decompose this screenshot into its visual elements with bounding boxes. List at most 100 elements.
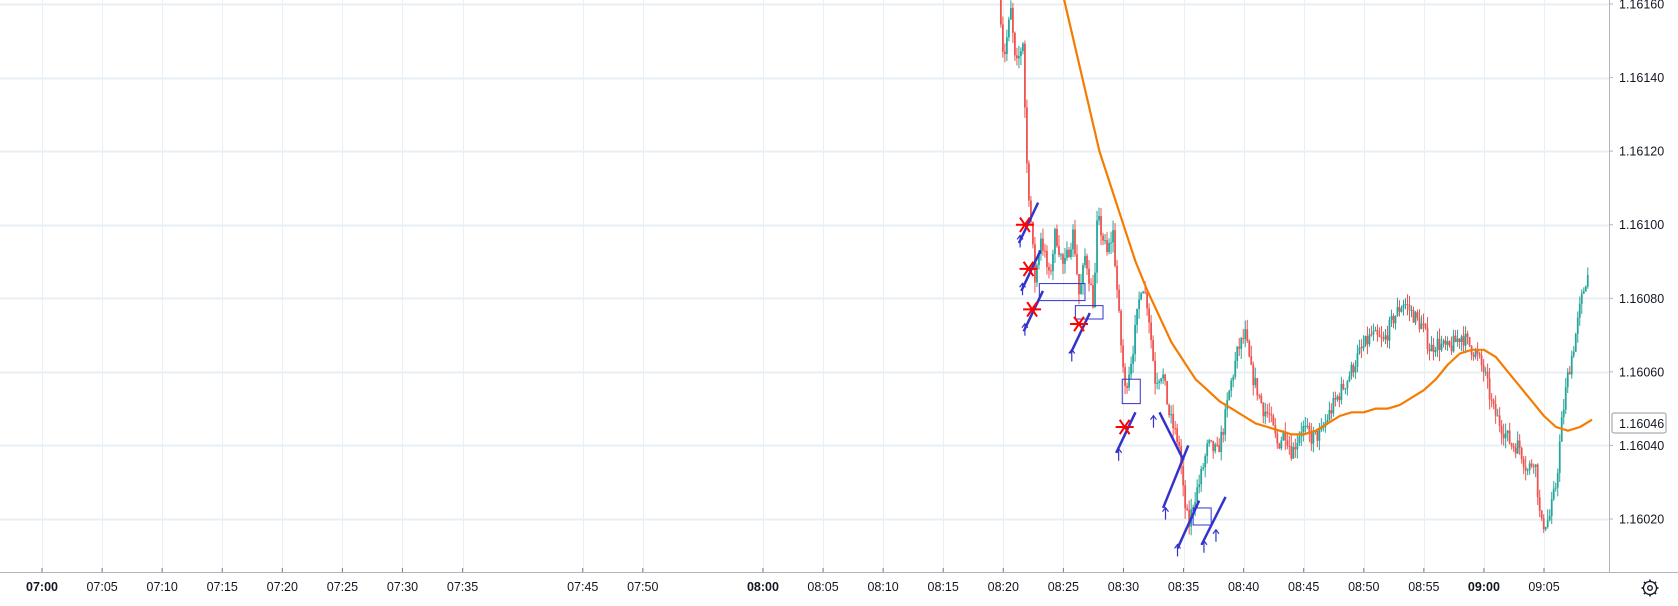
arrow-up-icon[interactable] — [1115, 447, 1123, 461]
trend-line-marker[interactable] — [1176, 500, 1201, 549]
candle — [1240, 336, 1243, 359]
candle — [1068, 247, 1070, 258]
candle — [1007, 16, 1010, 42]
arrow-up-icon[interactable] — [1016, 234, 1024, 248]
candle — [1092, 274, 1094, 309]
candle — [1564, 377, 1567, 415]
candle — [1376, 324, 1379, 342]
candle — [1250, 345, 1253, 366]
cross-marker-icon[interactable] — [1015, 216, 1034, 233]
candle — [1252, 361, 1255, 396]
candle — [1234, 351, 1237, 380]
candle — [1520, 446, 1523, 464]
candle — [1522, 456, 1525, 475]
candle — [1350, 361, 1353, 380]
candle — [1456, 329, 1459, 347]
candle — [1236, 346, 1239, 369]
trend-line-marker[interactable] — [1158, 411, 1185, 461]
x-tick-label: 07:35 — [447, 580, 478, 594]
candle — [1342, 379, 1345, 391]
candle — [1062, 252, 1064, 275]
candle — [1214, 442, 1217, 454]
candle — [1228, 389, 1231, 401]
trend-line-marker[interactable] — [1161, 444, 1190, 509]
arrow-up-icon[interactable] — [1021, 322, 1029, 336]
cross-marker-icon[interactable] — [1019, 261, 1038, 277]
candle — [1074, 219, 1076, 257]
candle — [1334, 391, 1337, 407]
cross-marker-icon[interactable] — [1115, 419, 1134, 435]
candle — [1524, 456, 1527, 481]
drawing-overlays — [1015, 202, 1227, 557]
arrow-up-icon[interactable] — [1200, 539, 1208, 553]
candle — [1554, 482, 1557, 492]
candle — [1256, 377, 1259, 401]
candle — [1090, 278, 1092, 286]
candle — [1100, 208, 1102, 246]
candle — [1484, 367, 1487, 376]
cross-marker-icon[interactable] — [1023, 301, 1042, 318]
candle — [1398, 300, 1401, 317]
candle — [1338, 392, 1341, 408]
candle — [1442, 338, 1445, 348]
candle — [1284, 422, 1287, 450]
x-tick-label: 08:20 — [988, 580, 1019, 594]
arrow-up-icon[interactable] — [1068, 348, 1076, 362]
rectangle-marker[interactable] — [1121, 378, 1141, 405]
candle — [1460, 334, 1463, 352]
candle — [1176, 423, 1179, 448]
candle — [1432, 337, 1435, 361]
arrow-up-icon[interactable] — [1149, 414, 1157, 428]
candle — [1142, 290, 1144, 294]
arrow-up-icon[interactable] — [1162, 506, 1169, 520]
candle — [1146, 289, 1149, 316]
candle — [1480, 351, 1483, 372]
price-axis[interactable]: 1.16160 1.16140 1.16120 1.16100 1.16080 1.160… — [1609, 0, 1664, 527]
candle — [1468, 336, 1471, 348]
candle — [1230, 377, 1233, 398]
candle — [1005, 29, 1008, 62]
candle — [1406, 294, 1409, 316]
x-tick-label: 08:25 — [1048, 580, 1079, 594]
trend-line-marker[interactable] — [1115, 411, 1137, 454]
candle — [1148, 303, 1151, 334]
candle — [1154, 351, 1157, 395]
cross-marker-icon[interactable] — [1069, 316, 1088, 332]
arrow-up-icon[interactable] — [1174, 543, 1181, 557]
x-tick-label: 08:40 — [1228, 580, 1259, 594]
candle — [1066, 241, 1068, 261]
candle — [1174, 420, 1177, 435]
candle — [1009, 0, 1012, 20]
x-tick-label: 08:35 — [1168, 580, 1199, 594]
x-tick-label: 09:05 — [1528, 580, 1559, 594]
candle — [1272, 413, 1275, 426]
settings-button[interactable] — [1641, 579, 1659, 597]
arrow-up-icon[interactable] — [1212, 528, 1220, 542]
trend-line-marker[interactable] — [1200, 496, 1227, 546]
last-price-value: 1.16046 — [1619, 417, 1664, 431]
candle — [1534, 464, 1537, 478]
x-tick-label: 08:45 — [1288, 580, 1319, 594]
candle — [1060, 252, 1062, 260]
rectangle-marker[interactable] — [1038, 283, 1086, 302]
candle — [1402, 299, 1405, 316]
trend-line-marker[interactable] — [1017, 202, 1040, 244]
candle — [1428, 343, 1431, 361]
candle — [1001, 16, 1004, 58]
candle — [1514, 443, 1517, 459]
candle — [1026, 99, 1028, 174]
arrow-up-icon[interactable] — [1019, 282, 1026, 296]
candle — [1248, 339, 1251, 358]
trend-line-marker[interactable] — [1069, 312, 1091, 355]
candle — [1013, 31, 1016, 62]
candle — [1198, 474, 1201, 494]
rectangle-marker[interactable] — [1074, 305, 1104, 320]
x-tick-label: 08:05 — [807, 580, 838, 594]
time-axis[interactable]: 07:00 07:05 07:10 07:15 07:20 07:25 07:30 07:35… — [26, 568, 1560, 594]
candle — [1054, 227, 1056, 263]
y-tick-label: 1.16120 — [1619, 145, 1664, 159]
candle — [1150, 315, 1153, 349]
candle — [1440, 335, 1443, 352]
